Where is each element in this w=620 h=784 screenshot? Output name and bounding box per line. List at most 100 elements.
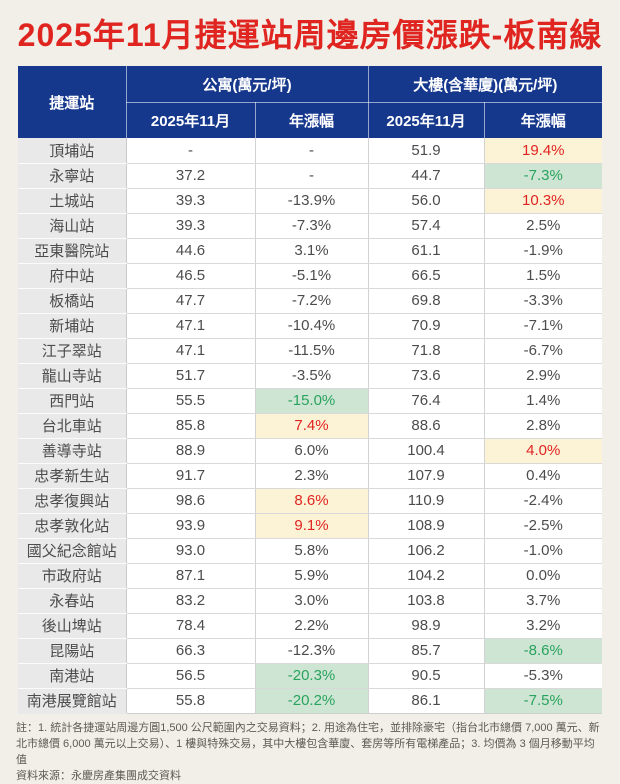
station-name-cell: 南港展覽館站 [18,688,127,714]
station-name-cell: 府中站 [18,263,127,289]
apt-yoy-cell: -11.5% [255,338,369,364]
apt-price-cell: 51.7 [126,363,256,389]
bld-yoy-cell: 10.3% [484,188,603,214]
station-name-cell: 江子翠站 [18,338,127,364]
station-name-cell: 永寧站 [18,163,127,189]
apt-yoy-cell: -13.9% [255,188,369,214]
bld-price-cell: 57.4 [368,213,485,239]
header-station: 捷運站 [18,66,127,139]
apt-price-cell: 39.3 [126,213,256,239]
table-body: 頂埔站 - - 51.9 19.4% 永寧站 37.2 - 44.7 -7.3%… [18,138,603,714]
header-building-month: 2025年11月 [368,102,485,139]
table-row: 忠孝新生站 91.7 2.3% 107.9 0.4% [18,463,603,489]
table-row: 亞東醫院站 44.6 3.1% 61.1 -1.9% [18,238,603,264]
bld-price-cell: 86.1 [368,688,485,714]
apt-yoy-cell: - [255,138,369,164]
station-name-cell: 忠孝敦化站 [18,513,127,539]
bld-yoy-cell: -5.3% [484,663,603,689]
apt-yoy-cell: 3.1% [255,238,369,264]
apt-yoy-cell: 7.4% [255,413,369,439]
apt-price-cell: 56.5 [126,663,256,689]
apt-yoy-cell: 8.6% [255,488,369,514]
table-row: 土城站 39.3 -13.9% 56.0 10.3% [18,188,603,214]
apt-price-cell: 37.2 [126,163,256,189]
table-row: 龍山寺站 51.7 -3.5% 73.6 2.9% [18,363,603,389]
table-row: 板橋站 47.7 -7.2% 69.8 -3.3% [18,288,603,314]
bld-price-cell: 106.2 [368,538,485,564]
apt-yoy-cell: 9.1% [255,513,369,539]
station-name-cell: 亞東醫院站 [18,238,127,264]
apt-yoy-cell: 2.3% [255,463,369,489]
bld-yoy-cell: 1.4% [484,388,603,414]
station-name-cell: 台北車站 [18,413,127,439]
bld-yoy-cell: 4.0% [484,438,603,464]
bld-yoy-cell: 0.0% [484,563,603,589]
note-text: 註：1. 統計各捷運站周邊方圓1,500 公尺範圍內之交易資料；2. 用途為住宅… [16,721,600,766]
station-name-cell: 土城站 [18,188,127,214]
apt-yoy-cell: -20.3% [255,663,369,689]
apt-price-cell: 93.0 [126,538,256,564]
bld-yoy-cell: -1.0% [484,538,603,564]
apt-price-cell: 87.1 [126,563,256,589]
bld-price-cell: 71.8 [368,338,485,364]
bld-yoy-cell: 1.5% [484,263,603,289]
bld-price-cell: 110.9 [368,488,485,514]
station-name-cell: 市政府站 [18,563,127,589]
bld-price-cell: 108.9 [368,513,485,539]
table-row: 永寧站 37.2 - 44.7 -7.3% [18,163,603,189]
bld-yoy-cell: -2.5% [484,513,603,539]
table-row: 善導寺站 88.9 6.0% 100.4 4.0% [18,438,603,464]
table-row: 江子翠站 47.1 -11.5% 71.8 -6.7% [18,338,603,364]
bld-yoy-cell: -8.6% [484,638,603,664]
bld-price-cell: 90.5 [368,663,485,689]
bld-price-cell: 103.8 [368,588,485,614]
bld-yoy-cell: 2.5% [484,213,603,239]
apt-price-cell: 47.1 [126,338,256,364]
apt-price-cell: 93.9 [126,513,256,539]
apt-price-cell: 83.2 [126,588,256,614]
apt-price-cell: 91.7 [126,463,256,489]
apt-yoy-cell: -3.5% [255,363,369,389]
apt-price-cell: 47.1 [126,313,256,339]
apt-price-cell: 55.5 [126,388,256,414]
bld-yoy-cell: -7.3% [484,163,603,189]
bld-price-cell: 61.1 [368,238,485,264]
apt-yoy-cell: 2.2% [255,613,369,639]
station-name-cell: 忠孝復興站 [18,488,127,514]
header-apartment-group: 公寓(萬元/坪) [126,66,369,103]
footnotes: 註：1. 統計各捷運站周邊方圓1,500 公尺範圍內之交易資料；2. 用途為住宅… [16,721,604,784]
table-row: 新埔站 47.1 -10.4% 70.9 -7.1% [18,313,603,339]
bld-price-cell: 76.4 [368,388,485,414]
price-table: 捷運站 公寓(萬元/坪) 大樓(含華廈)(萬元/坪) 2025年11月 年漲幅 … [18,66,603,714]
table-row: 海山站 39.3 -7.3% 57.4 2.5% [18,213,603,239]
station-name-cell: 板橋站 [18,288,127,314]
apt-yoy-cell: -20.2% [255,688,369,714]
page-title: 2025年11月捷運站周邊房價漲跌-板南線 [17,17,603,53]
apt-price-cell: 98.6 [126,488,256,514]
bld-yoy-cell: 3.7% [484,588,603,614]
table-row: 永春站 83.2 3.0% 103.8 3.7% [18,588,603,614]
bld-price-cell: 66.5 [368,263,485,289]
table-row: 南港站 56.5 -20.3% 90.5 -5.3% [18,663,603,689]
bld-price-cell: 85.7 [368,638,485,664]
bld-yoy-cell: 0.4% [484,463,603,489]
apt-yoy-cell: 5.9% [255,563,369,589]
apt-yoy-cell: 6.0% [255,438,369,464]
table-row: 頂埔站 - - 51.9 19.4% [18,138,603,164]
table-row: 後山埤站 78.4 2.2% 98.9 3.2% [18,613,603,639]
station-name-cell: 後山埤站 [18,613,127,639]
station-name-cell: 永春站 [18,588,127,614]
table-row: 昆陽站 66.3 -12.3% 85.7 -8.6% [18,638,603,664]
apt-price-cell: 88.9 [126,438,256,464]
header-building-yoy: 年漲幅 [484,102,603,139]
table-row: 市政府站 87.1 5.9% 104.2 0.0% [18,563,603,589]
bld-yoy-cell: -3.3% [484,288,603,314]
apt-yoy-cell: -10.4% [255,313,369,339]
station-name-cell: 善導寺站 [18,438,127,464]
station-name-cell: 新埔站 [18,313,127,339]
bld-yoy-cell: -7.5% [484,688,603,714]
bld-price-cell: 104.2 [368,563,485,589]
apt-price-cell: 78.4 [126,613,256,639]
bld-price-cell: 98.9 [368,613,485,639]
apt-yoy-cell: -5.1% [255,263,369,289]
